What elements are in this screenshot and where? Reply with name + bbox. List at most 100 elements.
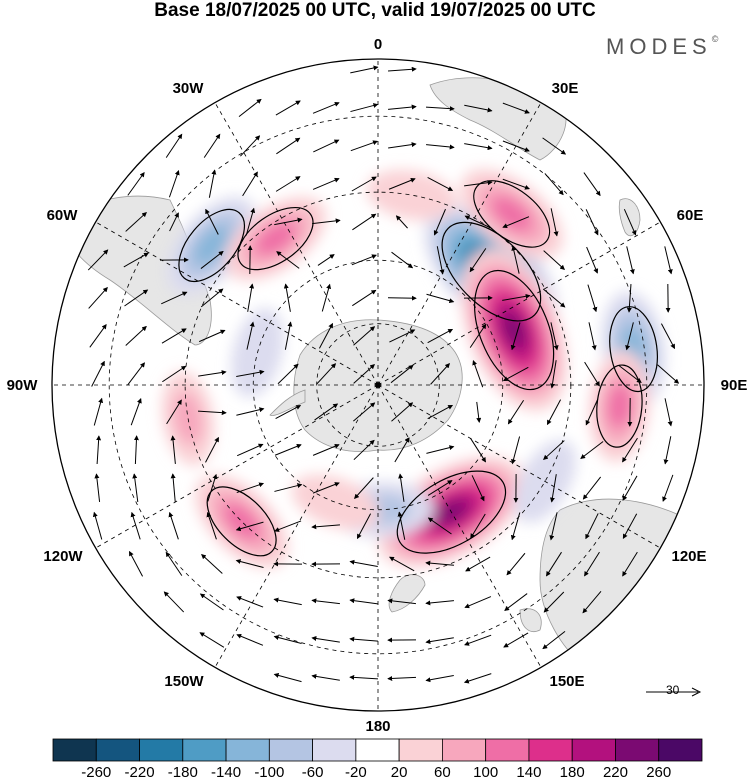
wind-vector: [506, 552, 526, 576]
anomaly-band: [194, 226, 230, 265]
meridian-line: [377, 384, 661, 549]
wind-vector: [502, 293, 531, 301]
wind-vector: [660, 323, 676, 350]
wind-vector: [208, 169, 217, 198]
wind-vector: [274, 483, 303, 492]
wind-vector: [585, 513, 599, 540]
wind-vector: [585, 399, 599, 426]
latitude-circle: [108, 115, 648, 655]
wind-vector: [662, 474, 674, 502]
wind-vector: [436, 246, 445, 275]
south-pole-marker: [375, 382, 381, 388]
wind-vector: [170, 435, 176, 464]
wind-vector: [238, 98, 262, 118]
wind-vector: [388, 66, 417, 72]
wind-vector: [349, 674, 379, 680]
wind-vector: [168, 511, 179, 540]
wind-vector: [389, 329, 416, 343]
lon-label-60e: 60E: [676, 207, 704, 224]
wind-vector: [236, 407, 265, 416]
wind-vector: [623, 208, 637, 236]
wind-vector: [161, 328, 187, 344]
lon-label-180: 180: [365, 718, 391, 735]
wind-vector: [133, 435, 139, 465]
wind-vector: [390, 364, 414, 384]
wind-vector: [663, 436, 672, 465]
meridian-line: [95, 384, 379, 549]
lon-label-60w: 60W: [46, 207, 78, 224]
wind-vector: [464, 180, 493, 187]
wind-vector: [205, 208, 219, 235]
wind-vector: [275, 100, 301, 116]
wind-vector: [389, 556, 415, 572]
wind-vector: [465, 556, 491, 572]
wind-vector: [236, 596, 264, 608]
wind-vector: [200, 250, 224, 269]
wind-vector: [240, 135, 261, 157]
map-title: Base 18/07/2025 00 UTC, valid 19/07/2025…: [154, 0, 596, 21]
reference-vector-label: 30: [666, 683, 680, 697]
wind-vector: [242, 171, 258, 197]
wind-vector: [236, 369, 265, 378]
wind-vector: [274, 443, 302, 456]
anomaly-contour: [596, 364, 643, 448]
wind-vector: [583, 172, 601, 197]
wind-vector: [510, 322, 521, 351]
wind-vector: [353, 439, 375, 461]
wind-vector: [350, 103, 379, 113]
wind-vector: [582, 476, 602, 500]
anomaly-contour: [237, 206, 314, 271]
wind-vector: [469, 248, 487, 273]
anomaly-contour: [473, 180, 551, 248]
wind-vector: [165, 551, 183, 576]
wind-vector: [622, 551, 638, 577]
wind-vector: [313, 139, 340, 153]
wind-vector: [275, 176, 301, 192]
anomaly-band: [491, 196, 532, 232]
lon-label-150w: 150W: [164, 673, 204, 690]
meridian-line: [214, 384, 379, 668]
wind-vector: [235, 521, 264, 532]
wind-vector: [584, 551, 600, 577]
wind-vector: [274, 217, 303, 226]
wind-vector: [314, 403, 339, 421]
colorbar-tick-label: 140: [516, 764, 542, 781]
anomaly-band: [366, 169, 457, 221]
wind-vector: [502, 178, 530, 190]
wind-vector: [312, 177, 340, 190]
wind-vector: [504, 593, 528, 611]
wind-vector: [127, 362, 145, 386]
wind-vector: [162, 365, 187, 383]
wind-vector: [426, 293, 455, 304]
wind-vector: [197, 410, 227, 416]
modes-logo: MODES©: [606, 34, 719, 59]
wind-vector: [394, 437, 410, 463]
wind-vector: [277, 363, 299, 385]
wind-vector: [543, 250, 565, 270]
colorbar-tick-label: -20: [345, 764, 367, 781]
wind-vector: [317, 254, 335, 266]
wind-vector: [511, 436, 521, 465]
wind-vector: [549, 512, 558, 541]
wind-vector: [273, 635, 302, 644]
wind-vector: [349, 636, 378, 642]
wind-vector: [199, 593, 224, 611]
wind-vector: [200, 288, 224, 308]
wind-vector: [201, 553, 223, 574]
wind-vector: [391, 402, 414, 422]
anomaly-contour: [609, 306, 658, 393]
wind-vector: [657, 364, 680, 384]
wind-vector: [128, 550, 144, 577]
wind-vector: [502, 366, 529, 382]
wind-vector: [168, 169, 180, 198]
wind-vector: [161, 291, 188, 305]
wind-vector: [550, 360, 557, 389]
lon-label-120e: 120E: [671, 548, 707, 565]
wind-vector: [622, 437, 638, 463]
anomaly-band: [607, 384, 632, 429]
wind-vector: [550, 322, 559, 351]
wind-vector: [543, 591, 565, 613]
wind-vector: [273, 597, 302, 606]
wind-vector: [125, 325, 147, 346]
wind-vector: [284, 321, 293, 350]
